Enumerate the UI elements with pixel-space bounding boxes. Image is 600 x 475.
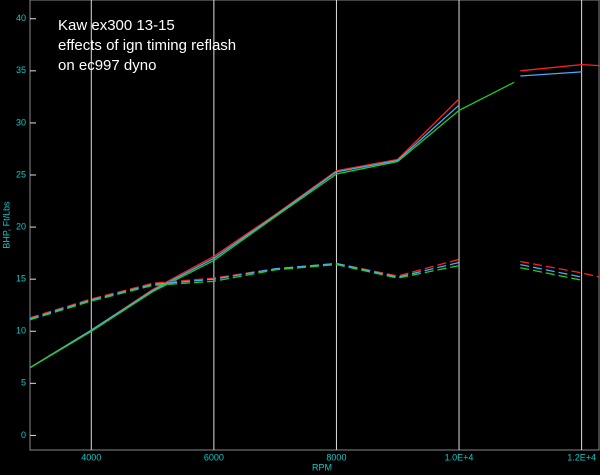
y-tick-label: 15: [16, 274, 26, 284]
y-tick-label: 5: [21, 378, 26, 388]
x-axis-label: RPM: [312, 462, 332, 472]
x-tick-label: 1.0E+4: [445, 452, 474, 462]
y-tick-label: 30: [16, 117, 26, 127]
chart-title: Kaw ex300 13-15: [58, 17, 175, 34]
data-line: [29, 71, 582, 369]
y-axis-label: BHP, Ft/Lbs: [1, 201, 11, 249]
plot-frame: [29, 0, 600, 451]
data-line: [29, 258, 600, 319]
y-tick-label: 10: [16, 326, 26, 336]
y-tick-label: 20: [16, 221, 26, 231]
data-line: [29, 81, 515, 369]
y-tick-label: 35: [16, 65, 26, 75]
x-tick-label: 4000: [81, 452, 101, 462]
data-line: [29, 263, 582, 321]
x-tick-label: 1.2E+4: [567, 452, 596, 462]
y-tick-label: 25: [16, 169, 26, 179]
chart-title: effects of ign timing reflash: [58, 37, 236, 54]
x-tick-label: 8000: [326, 452, 346, 462]
y-tick-label: 0: [21, 430, 26, 440]
x-tick-label: 6000: [204, 452, 224, 462]
chart-title: on ec997 dyno: [58, 57, 156, 74]
y-tick-label: 40: [16, 13, 26, 23]
data-line: [29, 261, 582, 320]
data-line: [29, 63, 600, 369]
